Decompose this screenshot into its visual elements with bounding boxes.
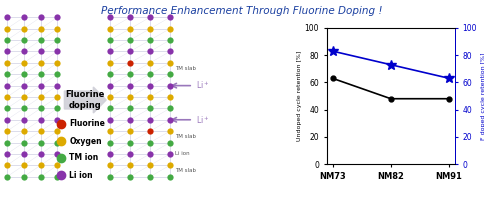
- Y-axis label: F doped cycle retention [%]: F doped cycle retention [%]: [481, 52, 484, 140]
- Text: Li$^+$: Li$^+$: [197, 80, 210, 91]
- FancyArrow shape: [64, 87, 106, 113]
- Text: Fluorine: Fluorine: [69, 119, 105, 129]
- Text: TM ion: TM ion: [69, 154, 98, 162]
- Text: TM slab: TM slab: [175, 134, 197, 139]
- Text: Li ion: Li ion: [175, 151, 190, 156]
- Text: Fluorine
doping: Fluorine doping: [66, 90, 105, 110]
- Text: TM slab: TM slab: [175, 66, 197, 71]
- Text: Performance Enhancement Through Fluorine Doping !: Performance Enhancement Through Fluorine…: [101, 6, 383, 16]
- Text: Li ion: Li ion: [69, 170, 93, 180]
- Text: TM slab: TM slab: [175, 168, 197, 173]
- Text: Li$^+$: Li$^+$: [197, 114, 210, 126]
- Text: Oxygen: Oxygen: [69, 136, 102, 146]
- Y-axis label: Undoped cycle retention [%]: Undoped cycle retention [%]: [297, 51, 302, 141]
